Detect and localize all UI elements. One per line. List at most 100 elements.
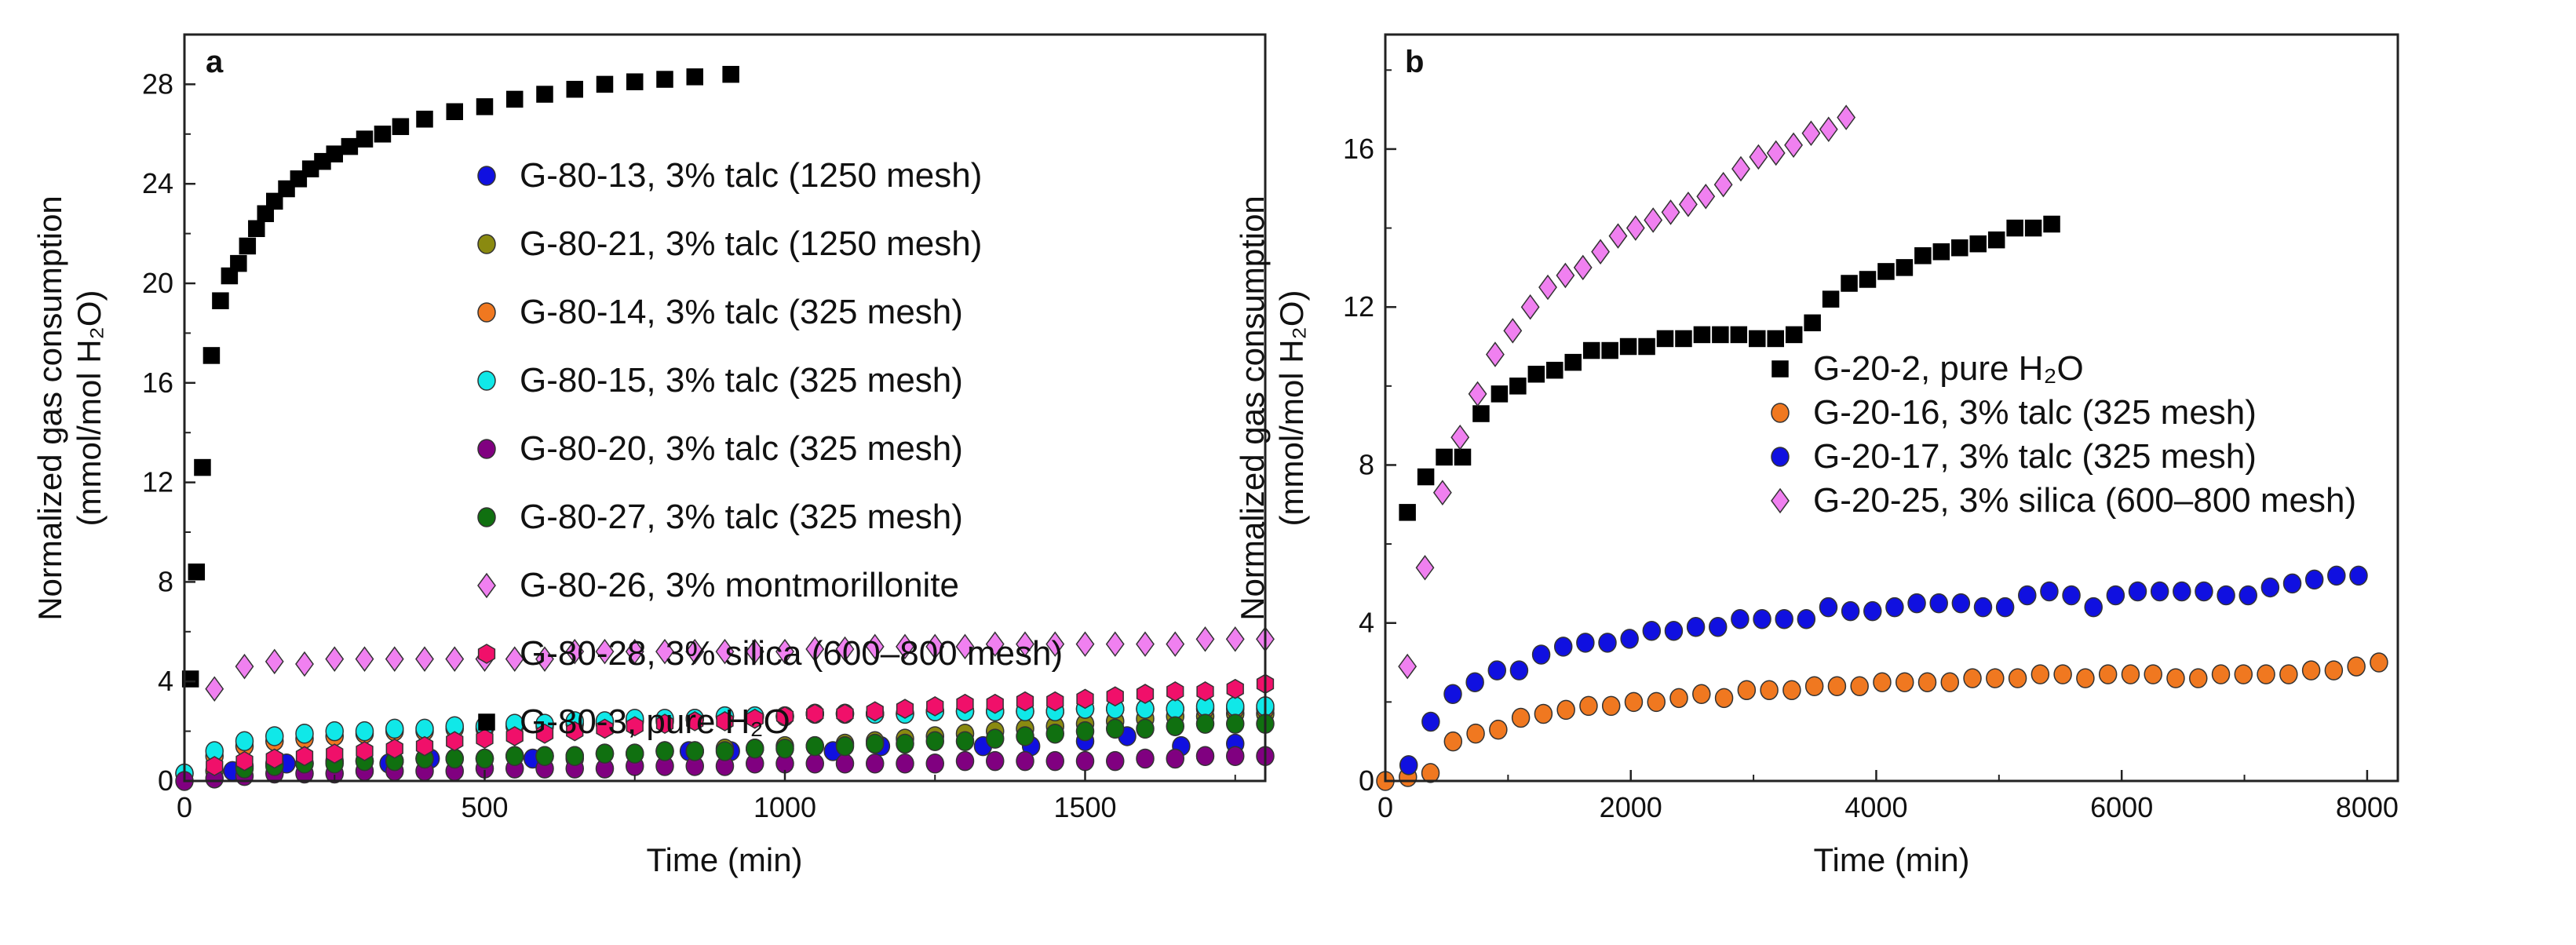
- legend-marker: [477, 644, 496, 664]
- data-point: [685, 741, 704, 761]
- panel-b-chart: 0 2000 4000 6000 8000 0 4 8 12 16 b Time (min) No…: [1234, 33, 2399, 878]
- data-point: [505, 726, 524, 746]
- data-point: [2282, 573, 2302, 594]
- data-point: [505, 746, 524, 767]
- data-point: [239, 237, 257, 255]
- data-point: [1166, 631, 1185, 657]
- data-point: [1819, 116, 1838, 143]
- data-point: [325, 721, 344, 742]
- legend-marker: [477, 302, 496, 323]
- data-point: [415, 718, 434, 739]
- data-point: [1686, 617, 1706, 637]
- x-tick-label: 500: [461, 791, 508, 823]
- legend-label: G-80-20, 3% talc (325 mesh): [520, 429, 963, 468]
- y-tick-label: 0: [1359, 764, 1374, 797]
- y-tick-label: 4: [158, 665, 173, 697]
- data-point: [535, 746, 554, 767]
- data-point: [746, 739, 764, 759]
- data-point: [535, 723, 554, 744]
- data-point: [626, 743, 644, 764]
- data-point: [2260, 577, 2280, 598]
- data-point: [1737, 680, 1757, 701]
- legend-marker: [1771, 403, 1790, 423]
- data-point: [1626, 215, 1645, 241]
- data-point: [722, 65, 739, 83]
- data-point: [1822, 290, 1840, 308]
- x-tick-label: 0: [177, 791, 192, 823]
- legend-marker: [478, 713, 495, 731]
- data-point: [955, 750, 975, 772]
- legend-marker: [477, 234, 496, 254]
- data-point: [986, 750, 1005, 772]
- data-point: [925, 731, 944, 752]
- data-point: [1661, 199, 1680, 225]
- y-tick-label: 24: [142, 167, 173, 199]
- data-point: [1841, 275, 1858, 292]
- panel-a-x-axis-title: Time (min): [646, 841, 802, 878]
- data-point: [1712, 326, 1729, 344]
- x-tick-label: 4000: [1844, 791, 1907, 823]
- data-point: [1443, 731, 1463, 752]
- data-point: [1885, 597, 1904, 618]
- data-point: [1075, 631, 1095, 657]
- data-point: [1713, 171, 1733, 198]
- panel-b-ticks: 0 2000 4000 6000 8000 0 4 8 12 16: [1343, 69, 2399, 823]
- data-point: [655, 741, 674, 761]
- legend-label: G-80-21, 3% talc (1250 mesh): [520, 224, 982, 263]
- data-point: [385, 738, 403, 759]
- data-point: [686, 68, 703, 86]
- data-point: [2008, 668, 2027, 688]
- data-point: [2006, 219, 2023, 237]
- data-point: [374, 126, 392, 143]
- data-point: [1678, 192, 1698, 217]
- data-point: [1226, 696, 1245, 717]
- data-point: [2024, 219, 2042, 237]
- series-g-20-17-3-talc-325-mesh-: [1399, 565, 2368, 775]
- data-point: [1106, 686, 1124, 707]
- data-point: [2144, 664, 2162, 684]
- data-point: [1731, 155, 1750, 182]
- data-point: [1468, 381, 1487, 407]
- panel-a-chart: 0 500 1000 1500 0 4 8 12 16 20 24 28 a Time (min) N…: [31, 33, 1275, 878]
- legend-item: G-80-28, 3% silica (600–800 mesh): [477, 634, 1063, 673]
- data-point: [1907, 593, 1926, 614]
- data-point: [446, 731, 464, 752]
- data-point: [392, 118, 410, 136]
- legend-item: G-20-17, 3% talc (325 mesh): [1771, 437, 2257, 476]
- y-tick-label: 16: [1343, 133, 1374, 165]
- data-point: [1693, 326, 1711, 344]
- data-point: [1075, 750, 1095, 772]
- data-point: [2106, 585, 2125, 606]
- y-tick-label: 8: [1359, 448, 1374, 480]
- data-point: [1491, 385, 1509, 403]
- data-point: [595, 743, 615, 764]
- data-point: [2327, 565, 2346, 586]
- data-point: [835, 636, 855, 662]
- data-point: [2217, 585, 2235, 606]
- panel-a-y-axis-title-line2: (mmol/mol H₂O): [71, 290, 108, 527]
- data-point: [1016, 691, 1034, 712]
- series-g-80-28-3-silica-600-800-mesh-: [206, 673, 1275, 776]
- legend-marker: [477, 439, 496, 459]
- data-point: [188, 563, 206, 581]
- y-tick-label: 28: [142, 68, 173, 100]
- data-point: [212, 292, 229, 309]
- data-point: [1509, 378, 1527, 395]
- data-point: [203, 347, 221, 364]
- data-point: [1951, 593, 1971, 614]
- data-point: [235, 750, 254, 772]
- data-point: [1624, 691, 1644, 713]
- data-point: [1421, 763, 1440, 783]
- data-point: [2150, 581, 2169, 602]
- data-point: [986, 693, 1004, 714]
- data-point: [1075, 721, 1095, 742]
- data-point: [1859, 271, 1877, 288]
- data-point: [2084, 597, 2103, 618]
- panel-b-y-axis-title-line1: Normalized gas consumption: [1234, 195, 1271, 621]
- data-point: [2195, 581, 2213, 602]
- data-point: [1166, 716, 1184, 737]
- data-point: [1503, 318, 1523, 344]
- data-point: [265, 726, 284, 746]
- data-point: [1166, 748, 1184, 769]
- data-point: [2304, 569, 2324, 590]
